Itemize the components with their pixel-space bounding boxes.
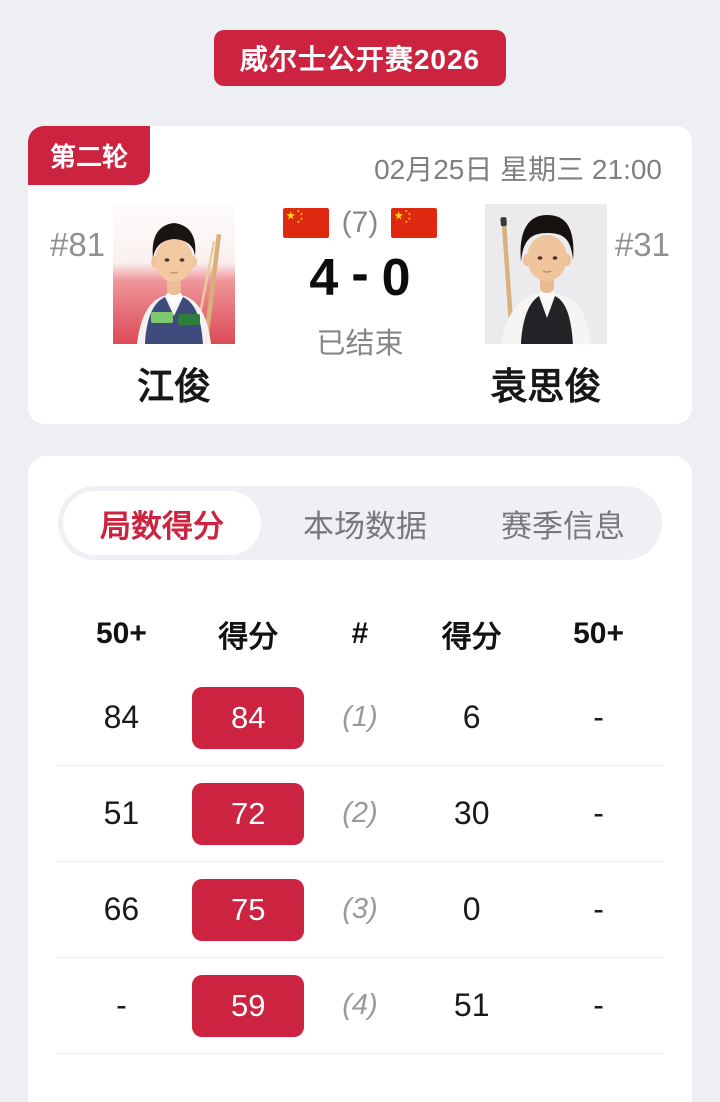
china-flag-icon xyxy=(282,208,329,238)
away-player-name: 袁思俊 xyxy=(490,366,602,407)
away-player: 袁思俊 #31 xyxy=(484,204,670,410)
away-break-cell: - xyxy=(593,891,604,927)
tab-frame-scores[interactable]: 局数得分 xyxy=(63,491,261,555)
home-player-name: 江俊 xyxy=(137,366,212,407)
round-badge: 第二轮 xyxy=(28,126,151,185)
away-break-cell: - xyxy=(593,987,604,1023)
table-row: 66 75 (3) 0 - xyxy=(58,862,662,958)
home-break-cell: 51 xyxy=(103,795,140,831)
away-break-cell: - xyxy=(593,795,604,831)
home-frame-score: 84 xyxy=(192,686,305,749)
table-row: - 59 (4) 51 - xyxy=(58,958,662,1054)
column-header: 得分 xyxy=(441,621,502,654)
tab-match-stats[interactable]: 本场数据 xyxy=(303,508,427,544)
table-row: 84 84 (1) 6 - xyxy=(58,670,662,766)
frames-table: 50+ 得分 # 得分 50+ 84 84 (1) 6 - 51 72 (2) 30 - 66 75 (3) 0 -… xyxy=(58,604,662,1054)
away-frame-score: 51 xyxy=(453,987,490,1023)
frame-number: (1) xyxy=(342,701,378,733)
away-break-cell: - xyxy=(593,699,604,735)
home-break-cell: 84 xyxy=(103,699,140,735)
tournament-banner: 威尔士公开赛2026 xyxy=(213,30,507,86)
home-score: 4 xyxy=(309,249,339,307)
table-header-row: 50+ 得分 # 得分 50+ xyxy=(58,604,662,670)
home-player-photo xyxy=(113,204,236,344)
away-player-photo xyxy=(484,204,607,344)
tournament-title: 威尔士公开赛2026 xyxy=(239,44,481,75)
home-frame-score: 59 xyxy=(192,974,305,1037)
column-header: 得分 xyxy=(218,621,279,654)
best-of-frames: (7) xyxy=(341,206,379,239)
table-body: 84 84 (1) 6 - 51 72 (2) 30 - 66 75 (3) 0 - - 59 (4) 51 - xyxy=(58,670,662,1054)
column-header: 50+ xyxy=(573,617,624,650)
tab-season-info[interactable]: 赛季信息 xyxy=(501,508,625,544)
away-frame-score: 0 xyxy=(462,891,481,927)
home-frame-score: 75 xyxy=(192,878,305,941)
frame-number: (2) xyxy=(342,797,378,829)
frame-number: (3) xyxy=(342,893,378,925)
score-center: (7) 4 - 0 已结束 xyxy=(252,204,468,362)
match-status: 已结束 xyxy=(316,328,404,360)
away-score: 0 xyxy=(381,249,411,307)
away-rank: #31 xyxy=(614,226,670,263)
home-break-cell: - xyxy=(116,987,127,1023)
match-row: #81 xyxy=(28,126,692,410)
score-separator: - xyxy=(351,245,369,303)
home-break-cell: 66 xyxy=(103,891,140,927)
home-frame-score: 72 xyxy=(192,782,305,845)
column-header: # xyxy=(351,617,369,650)
china-flag-icon xyxy=(391,208,438,238)
match-card: 第二轮 02月25日 星期三 21:00 #81 xyxy=(28,126,692,424)
detail-card: 局数得分 本场数据 赛季信息 50+ 得分 # 得分 50+ 84 84 (1) 6 - 51 72 (2… xyxy=(28,456,692,1102)
table-row: 51 72 (2) 30 - xyxy=(58,766,662,862)
match-datetime: 02月25日 星期三 21:00 xyxy=(374,154,662,185)
home-rank: #81 xyxy=(50,226,106,263)
match-score: 4 - 0 xyxy=(309,245,411,308)
frame-number: (4) xyxy=(342,989,378,1021)
column-header: 50+ xyxy=(95,617,147,650)
away-frame-score: 6 xyxy=(462,699,481,735)
tab-bar: 局数得分 本场数据 赛季信息 xyxy=(58,486,662,560)
away-frame-score: 30 xyxy=(453,795,490,831)
home-player: #81 xyxy=(50,204,236,410)
